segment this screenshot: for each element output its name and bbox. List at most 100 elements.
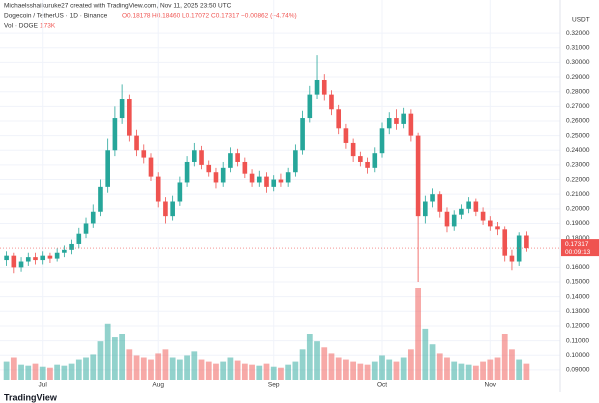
candle-body <box>69 243 74 250</box>
candle-body <box>62 249 67 253</box>
x-tick-label: Sep <box>268 382 280 389</box>
candle-body <box>350 142 356 157</box>
candle-body <box>256 176 262 183</box>
y-tick-label: 0.13000 <box>566 308 590 315</box>
symbol: Dogecoin / TetherUS · 1D · Binance <box>4 13 108 20</box>
volume-bar <box>278 367 284 380</box>
ohlc-change: −0.00862 (−4.74%) <box>241 13 297 20</box>
volume-bar <box>292 361 299 380</box>
x-tick-label: Jul <box>39 382 48 389</box>
candle-body <box>473 201 479 212</box>
volume-bar <box>249 364 255 380</box>
volume-bar <box>343 359 349 380</box>
y-tick-label: 0.14000 <box>566 293 590 300</box>
candle-body <box>321 79 327 95</box>
volume-bar <box>270 366 277 380</box>
candle-body <box>242 161 248 174</box>
volume-bar <box>61 365 68 380</box>
candle-body <box>264 176 269 187</box>
volume-value: 173K <box>40 23 56 30</box>
volume-bar <box>32 363 39 380</box>
y-tick-label: 0.22000 <box>566 176 590 183</box>
candle-body <box>11 255 17 268</box>
volume-bar <box>465 364 472 380</box>
currency: USDT <box>572 17 590 24</box>
volume-bar <box>472 365 479 380</box>
volume-bar <box>90 354 97 380</box>
volume-bar <box>169 357 176 380</box>
price-label: 0.17317 <box>565 241 589 248</box>
y-tick-label: 0.28000 <box>566 88 590 95</box>
y-tick-label: 0.15000 <box>566 279 590 286</box>
volume-bar <box>75 359 82 380</box>
volume-bar <box>314 341 320 380</box>
volume-bar <box>3 361 10 380</box>
volume-bar <box>350 361 357 380</box>
volume-bar <box>263 363 270 380</box>
candle-body <box>199 150 204 165</box>
candle-body <box>155 176 161 202</box>
candle-body <box>134 135 139 151</box>
y-tick-label: 0.18000 <box>566 235 590 242</box>
candle-body <box>329 94 334 110</box>
candle-body <box>112 118 118 151</box>
volume-bar <box>400 357 407 380</box>
volume-bar <box>444 357 450 380</box>
countdown: 00:09:13 <box>565 249 591 256</box>
candle-body <box>336 109 342 129</box>
candle-body <box>148 157 154 177</box>
volume-bar <box>227 357 234 380</box>
volume-label: Vol · DOGE <box>4 23 39 30</box>
volume-bar <box>162 349 169 380</box>
volume-bar <box>176 359 183 380</box>
candle-body <box>408 113 414 136</box>
candle-body <box>163 201 168 217</box>
candle-body <box>105 150 110 187</box>
volume-bar <box>68 363 75 380</box>
candle-body <box>220 167 226 183</box>
volume-bar <box>393 361 400 380</box>
candle-body <box>235 153 240 162</box>
volume-bar <box>415 288 421 380</box>
y-tick-label: 0.23000 <box>566 162 590 169</box>
volume-bar <box>191 351 198 380</box>
candle-body <box>365 161 370 168</box>
candle-body <box>213 172 219 183</box>
volume-bar <box>285 364 292 380</box>
volume-bar <box>119 334 126 380</box>
candle-body <box>466 201 471 209</box>
candle-body <box>293 150 298 173</box>
volume-bar <box>213 363 219 380</box>
candle-body <box>170 201 175 217</box>
candle-body <box>271 179 277 187</box>
candle-body <box>98 186 103 212</box>
logo: TradingView <box>4 392 58 402</box>
candle-body <box>300 118 305 151</box>
volume-bar <box>104 323 111 380</box>
candle-body <box>206 164 212 173</box>
volume-bar <box>364 364 371 380</box>
candle-body <box>372 153 378 168</box>
x-tick-label: Nov <box>485 382 497 389</box>
price-label-box <box>561 239 599 257</box>
volume-bar <box>306 334 313 380</box>
candle-body <box>509 255 515 262</box>
volume-bar <box>299 349 306 380</box>
attribution: Michaelsshaikuruke27 created with Tradin… <box>4 3 232 10</box>
candle-body <box>444 211 450 227</box>
y-tick-label: 0.09000 <box>566 367 590 374</box>
volume-bar <box>516 359 523 380</box>
candle-body <box>524 235 529 249</box>
volume-bar <box>371 361 378 380</box>
volume-bar <box>386 359 393 380</box>
volume-bar <box>140 357 147 380</box>
volume-bar <box>126 349 133 380</box>
candle-body <box>184 161 190 183</box>
volume-bar <box>335 357 342 380</box>
y-tick-label: 0.29000 <box>566 74 590 81</box>
y-tick-label: 0.11000 <box>566 337 589 344</box>
candle-body <box>127 99 132 136</box>
y-tick-label: 0.16000 <box>566 264 590 271</box>
volume-bar <box>422 328 429 380</box>
y-tick-label: 0.24000 <box>566 147 590 154</box>
